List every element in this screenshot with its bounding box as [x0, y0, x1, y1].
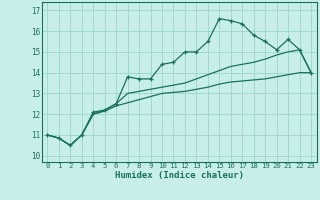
X-axis label: Humidex (Indice chaleur): Humidex (Indice chaleur) — [115, 171, 244, 180]
